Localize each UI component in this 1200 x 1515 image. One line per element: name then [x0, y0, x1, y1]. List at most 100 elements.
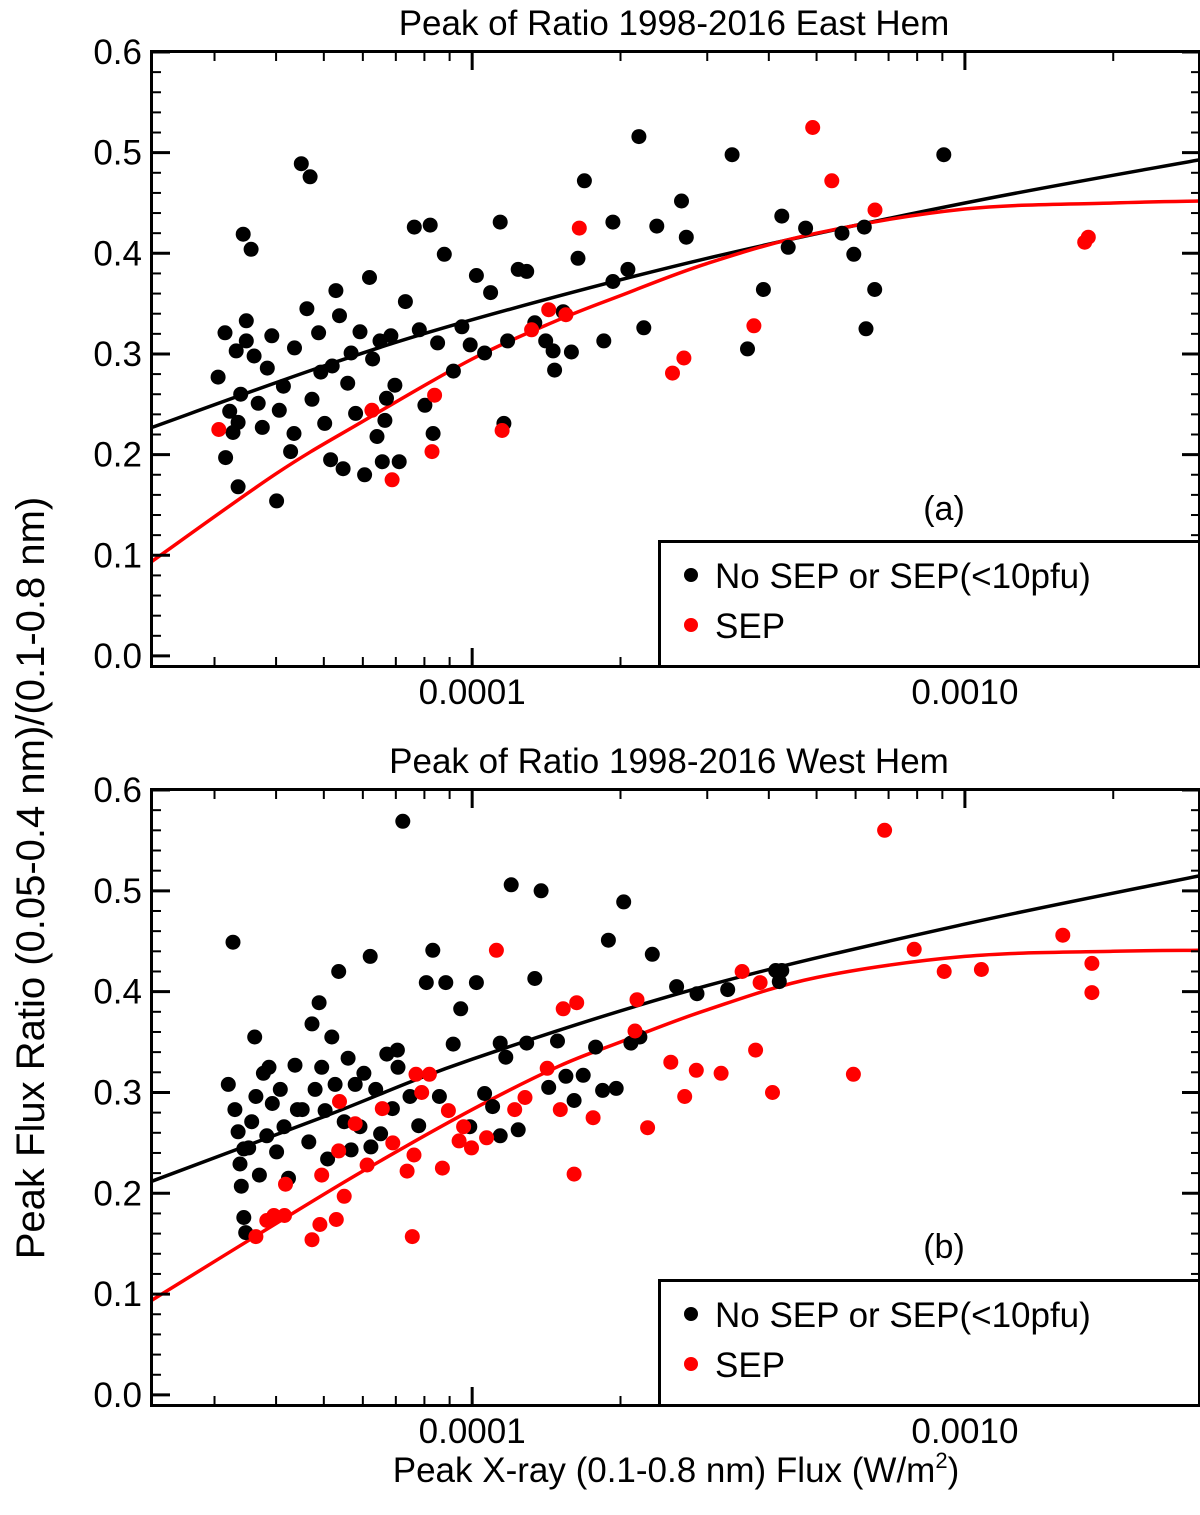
panel-a-legend-label-no-sep: No SEP or SEP(<10pfu): [715, 557, 1091, 596]
panel-b-point-sep: [734, 964, 750, 979]
panel-b-point-no-sep: [287, 1057, 303, 1073]
panel-b-point-sep: [374, 1101, 390, 1117]
panel-a-point-no-sep: [377, 412, 393, 428]
panel-b-point-sep: [555, 1001, 571, 1017]
panel-b-point-no-sep: [233, 1178, 249, 1194]
panel-a-point-no-sep: [299, 301, 315, 317]
panel-a-point-no-sep: [233, 386, 249, 402]
panel-a-point-no-sep: [724, 147, 740, 163]
panel-b-point-no-sep: [289, 1102, 305, 1118]
panel-a-point-no-sep: [264, 328, 280, 344]
panel-b-label: (b): [923, 1228, 965, 1266]
panel-a-point-no-sep: [856, 219, 872, 235]
panel-b-point-no-sep: [261, 1059, 277, 1075]
panel-a-point-no-sep: [317, 415, 333, 431]
panel-b-point-sep: [408, 1066, 424, 1082]
panel-b-point-no-sep: [327, 1076, 343, 1092]
panel-a-point-sep: [524, 322, 540, 338]
panel-a-point-no-sep: [605, 214, 621, 230]
panel-b-axis-ticks: 0.0 0.1 0.2 0.3 0.4 0.5 0.6 0.0001 0.0010: [93, 771, 1200, 1451]
x-axis-label-close: ): [948, 1451, 960, 1490]
panel-b-point-sep: [451, 1133, 467, 1149]
panel-b-point-sep: [479, 1130, 495, 1146]
panel-a-point-no-sep: [674, 193, 689, 209]
panel-b-point-no-sep: [389, 1042, 405, 1058]
panel-b-point-sep: [629, 992, 645, 1008]
panel-a-point-no-sep: [332, 308, 347, 324]
panel-a-point-no-sep: [302, 169, 318, 185]
panel-b-point-sep: [406, 1147, 422, 1163]
panel-b-point-sep: [845, 1066, 861, 1082]
panel-b-point-no-sep: [227, 1102, 243, 1118]
panel-b-point-no-sep: [438, 975, 454, 991]
panel-a-point-no-sep: [483, 285, 499, 301]
panel-b-point-sep: [414, 1085, 430, 1100]
panel-a-point-no-sep: [631, 129, 647, 145]
panel-b-point-no-sep: [395, 813, 411, 829]
panel-b-point-sep: [688, 1062, 704, 1078]
panel-b-point-no-sep: [541, 1079, 557, 1095]
panel-a-point-no-sep: [335, 461, 351, 477]
panel-a-point-no-sep: [422, 217, 438, 233]
panel-b-point-no-sep: [343, 1142, 359, 1158]
panel-a-point-no-sep: [275, 378, 291, 394]
panel-a-point-no-sep: [269, 493, 285, 509]
y-axis-label: Peak Flux Ratio (0.05-0.4 nm)/(0.1-0.8 n…: [9, 497, 53, 1260]
panel-a-point-no-sep: [445, 363, 461, 379]
panel-a-fit-lines: [150, 157, 1200, 563]
panel-b-point-no-sep: [220, 1076, 236, 1092]
panel-a-point-no-sep: [254, 419, 270, 435]
panel-b-point-no-sep: [320, 1151, 336, 1167]
panel-a-point-no-sep: [563, 344, 579, 360]
panel-a-point-sep: [805, 120, 821, 135]
panel-a-point-sep: [364, 402, 380, 418]
panel-b-point-no-sep: [425, 942, 441, 958]
panel-a-point-no-sep: [243, 241, 259, 257]
panel-a-point-no-sep: [740, 341, 755, 357]
panel-a-point-no-sep: [545, 343, 561, 359]
panel-a-point-sep: [1080, 229, 1096, 245]
panel-b-point-no-sep: [301, 1134, 317, 1150]
panel-b-point-sep: [456, 1119, 472, 1135]
panel-b-point-no-sep: [276, 1119, 292, 1135]
panel-a-label: (a): [923, 490, 965, 528]
x-axis-label: Peak X-ray (0.1-0.8 nm) Flux (W/m2): [393, 1448, 960, 1490]
panel-b-y-tick-label: 0.2: [93, 1174, 142, 1213]
panel-b-point-no-sep: [588, 1039, 604, 1055]
panel-b-point-sep: [332, 1094, 347, 1109]
panel-b-point-no-sep: [248, 1089, 264, 1104]
panel-a-point-no-sep: [293, 156, 309, 172]
panel-b-point-no-sep: [527, 971, 543, 986]
panel-a-point-no-sep: [238, 333, 254, 349]
panel-a-point-no-sep: [369, 429, 385, 444]
panel-b-fit-line-no-sep: [151, 873, 1200, 1183]
panel-a-point-no-sep: [492, 214, 508, 230]
panel-a-point-no-sep: [605, 274, 621, 289]
panel-a-legend-marker-sep: [684, 618, 698, 632]
panel-b-point-sep: [421, 1066, 437, 1082]
panel-b-point-no-sep: [453, 1001, 469, 1017]
panel-b-point-sep: [517, 1090, 533, 1105]
panel-b-point-no-sep: [244, 1114, 260, 1130]
panel-a-legend: No SEP or SEP(<10pfu) SEP: [658, 540, 1200, 668]
panel-b-point-sep: [566, 1166, 582, 1182]
panel-b-point-sep: [248, 1229, 264, 1245]
x-axis-label-superscript: 2: [935, 1448, 947, 1473]
panel-b-fit-line-sep: [151, 948, 1200, 1302]
panel-b-scatter-points: [220, 813, 1100, 1248]
panel-a-y-tick-label: 0.3: [93, 335, 142, 374]
panel-b-point-no-sep: [477, 1086, 493, 1101]
panel-b-point-sep: [552, 1102, 568, 1118]
panel-b-point-sep: [936, 964, 952, 979]
panel-b-legend: No SEP or SEP(<10pfu) SEP: [658, 1279, 1200, 1407]
panel-b-y-tick-label: 0.4: [93, 973, 142, 1012]
panel-b-y-tick-label: 0.5: [93, 872, 142, 911]
panel-a-point-no-sep: [283, 444, 299, 460]
panel-b-point-no-sep: [251, 1167, 267, 1183]
panel-b-y-tick-label: 0.0: [93, 1376, 142, 1415]
panel-a-point-no-sep: [313, 364, 329, 380]
panel-a-point-sep: [384, 472, 400, 488]
panel-a-point-no-sep: [936, 147, 952, 163]
panel-b-point-no-sep: [331, 964, 347, 979]
